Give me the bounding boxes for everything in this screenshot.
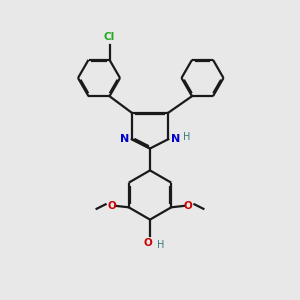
Text: O: O [183,201,192,211]
Text: N: N [120,134,129,144]
Text: O: O [108,201,117,211]
Text: H: H [157,240,164,250]
Text: N: N [171,134,180,144]
Text: Cl: Cl [104,32,115,42]
Text: H: H [183,132,190,142]
Text: O: O [144,238,153,248]
